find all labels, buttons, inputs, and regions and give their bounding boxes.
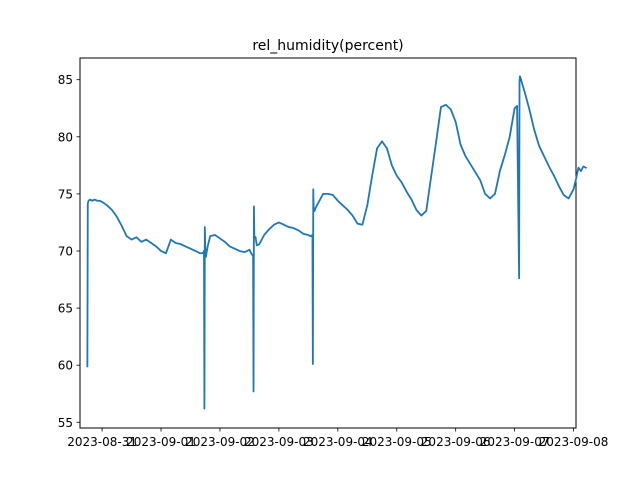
x-tick-label: 2023-09-03 — [244, 435, 314, 449]
x-tick-label: 2023-09-06 — [421, 435, 491, 449]
y-tick-label: 55 — [58, 416, 73, 430]
y-axis: 55 60 65 70 75 80 85 — [58, 73, 80, 430]
series-layer — [86, 75, 588, 410]
y-tick-label: 80 — [58, 130, 73, 144]
x-tick-label: 2023-09-05 — [362, 435, 432, 449]
x-tick-label: 2023-08-31 — [67, 435, 137, 449]
series-line-0 — [86, 75, 588, 410]
x-tick-label: 2023-09-07 — [480, 435, 550, 449]
y-tick-label: 85 — [58, 73, 73, 87]
y-tick-label: 70 — [58, 244, 73, 258]
y-tick-label: 65 — [58, 302, 73, 316]
y-tick-label: 75 — [58, 187, 73, 201]
x-axis: 2023-08-312023-09-012023-09-022023-09-03… — [67, 428, 608, 449]
x-tick-label: 2023-09-02 — [185, 435, 255, 449]
x-tick-label: 2023-09-01 — [126, 435, 196, 449]
x-tick-label: 2023-09-04 — [303, 435, 373, 449]
y-tick-label: 60 — [58, 359, 73, 373]
x-tick-label: 2023-09-08 — [539, 435, 609, 449]
chart-title: rel_humidity(percent) — [252, 38, 403, 54]
plot-area — [79, 57, 577, 429]
